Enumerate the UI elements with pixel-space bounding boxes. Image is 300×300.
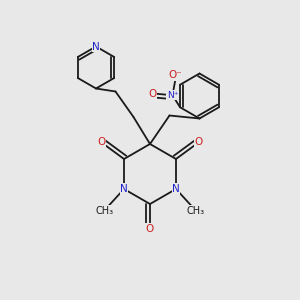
- Text: O⁻: O⁻: [169, 70, 182, 80]
- Text: O: O: [98, 136, 106, 147]
- Text: CH₃: CH₃: [95, 206, 114, 216]
- Text: N: N: [120, 184, 128, 194]
- Text: N: N: [92, 41, 100, 52]
- Text: CH₃: CH₃: [186, 206, 205, 216]
- Text: O: O: [148, 89, 157, 99]
- Text: O: O: [146, 224, 154, 234]
- Text: O: O: [194, 136, 202, 147]
- Text: N⁺: N⁺: [167, 91, 178, 100]
- Text: N: N: [172, 184, 180, 194]
